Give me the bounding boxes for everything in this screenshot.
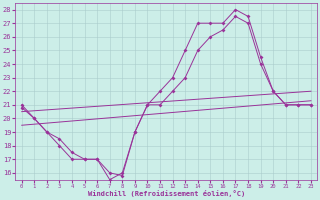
X-axis label: Windchill (Refroidissement éolien,°C): Windchill (Refroidissement éolien,°C) [88,190,245,197]
